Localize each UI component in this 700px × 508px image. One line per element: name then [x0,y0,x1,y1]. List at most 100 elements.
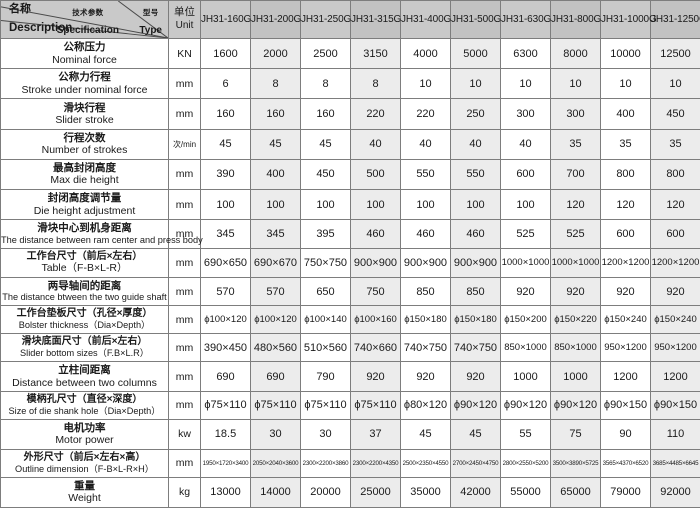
value-cell: 13000 [200,476,251,508]
value-cell: 920 [600,277,651,307]
value-cell: ϕ150×180 [450,305,501,335]
model-header-jh31-250g: JH31-250G [300,0,351,39]
value-cell: 3565×4370×6520 [600,449,651,478]
corner-description-en: Description [9,21,73,34]
value-cell: ϕ75×110 [300,391,351,420]
row-label-cell: 工作台尺寸（前后×左右） Table（F-B×L-R） [0,247,169,279]
value-cell: 460 [350,219,401,249]
value-cell: 40 [400,128,451,160]
value-cell: 10 [500,68,551,100]
unit-cell: kw [168,418,201,451]
value-cell: ϕ150×220 [550,305,601,335]
value-cell: 10 [550,68,601,100]
row-label-cell: 电机功率 Motor power [0,418,169,451]
value-cell: 300 [550,98,601,130]
model-header-jh31-500g: JH31-500G [450,0,501,39]
value-cell: 740×750 [450,333,501,362]
value-cell: 920 [350,360,401,393]
row-label-en: Distance between two columns [12,376,157,389]
value-cell: 690 [250,360,301,393]
unit-cell: mm [168,360,201,393]
value-cell: 1000×1000 [500,247,551,279]
row-label-cell: 公称压力 Nominal force [0,37,169,70]
value-cell: 65000 [550,476,601,508]
value-cell: 1000 [500,360,551,393]
value-cell: 1200 [600,360,651,393]
row-label-cell: 公称力行程 Stroke under nominal force [0,68,169,100]
value-cell: 790 [300,360,351,393]
value-cell: 2700×2450×4750 [450,449,501,478]
value-cell: 850 [450,277,501,307]
unit-header-en: Unit [175,20,194,32]
value-cell: 690×650 [200,247,251,279]
value-cell: 4000 [400,37,451,70]
row-label-en: Motor power [55,434,114,447]
value-cell: 2300×2200×3860 [300,449,351,478]
value-cell: 900×900 [400,247,451,279]
value-cell: 8 [250,68,301,100]
value-cell: 100 [200,188,251,221]
row-label-cn: 工作台尺寸（前后×左右） [26,250,143,262]
value-cell: 160 [300,98,351,130]
value-cell: ϕ75×110 [350,391,401,420]
row-label-en: The distance btween the two guide shaft [2,292,167,303]
unit-cell: mm [168,449,201,478]
value-cell: 120 [550,188,601,221]
unit-cell: KN [168,37,201,70]
value-cell: 120 [600,188,651,221]
row-label-en: Die height adjustment [33,204,136,217]
value-cell: 5000 [450,37,501,70]
row-label-cn: 重量 [74,480,95,492]
value-cell: 42000 [450,476,501,508]
value-cell: 2000 [250,37,301,70]
value-cell: ϕ100×120 [200,305,251,335]
value-cell: 120 [650,188,700,221]
value-cell: 92000 [650,476,700,508]
row-label-cell: 重量 Weight [0,476,169,508]
value-cell: 40 [500,128,551,160]
model-header-jh31-400g: JH31-400G [400,0,451,39]
table-row: 滑块中心到机身距离 The distance between ram center… [0,219,700,249]
unit-cell: mm [168,188,201,221]
value-cell: 100 [400,188,451,221]
model-header-jh31-630g: JH31-630G [500,0,551,39]
value-cell: 14000 [250,476,301,508]
row-label-en: Size of die shank hole（Dia×Depth） [8,405,161,416]
row-label-cell: 行程次数 Number of strokes [0,128,169,160]
corner-specification-cn: 技术参数 [72,8,104,17]
row-label-cn: 外形尺寸（前后×左右×高） [23,452,146,464]
unit-header-cn: 单位 [174,6,195,19]
value-cell: 525 [550,219,601,249]
value-cell: 1600 [200,37,251,70]
row-label-en: Max die height [50,174,119,187]
value-cell: 100 [450,188,501,221]
value-cell: 900×900 [450,247,501,279]
value-cell: 700 [550,158,601,190]
value-cell: ϕ150×200 [500,305,551,335]
value-cell: 850×1000 [550,333,601,362]
value-cell: 1200 [650,360,700,393]
unit-header-cell: 单位 Unit [168,0,201,39]
value-cell: 1000×1000 [550,247,601,279]
table-row: 行程次数 Number of strokes 次/min 45 45 45 40 40 40 40… [0,128,700,160]
table-row: 滑块底面尺寸（前后×左右） Slider bottom sizes（F.B×L.R… [0,333,700,362]
value-cell: ϕ90×150 [650,391,700,420]
value-cell: 90 [600,418,651,451]
value-cell: ϕ90×120 [550,391,601,420]
value-cell: 1200×1200 [600,247,651,279]
value-cell: 110 [650,418,700,451]
row-label-en: Weight [68,492,101,505]
value-cell: 45 [250,128,301,160]
corner-specification-label: 技术参数 Specification [57,2,119,38]
row-label-en: The distance between ram center and pres… [1,234,203,245]
row-label-cn: 立柱间距离 [58,364,111,377]
header-row: 技术参数 Specification 型号 Type 名称 Descriptio… [0,0,700,39]
value-cell: 600 [650,219,700,249]
value-cell: 45 [450,418,501,451]
corner-description-cn: 名称 [9,3,31,16]
value-cell: 1000 [550,360,601,393]
table-row: 模柄孔尺寸（直径×深度） Size of die shank hole（Dia×D… [0,391,700,420]
value-cell: 900×900 [350,247,401,279]
corner-description-label: 名称 Description [9,2,73,37]
table-row: 公称力行程 Stroke under nominal force mm 6 8 8 8 10 1… [0,68,700,100]
